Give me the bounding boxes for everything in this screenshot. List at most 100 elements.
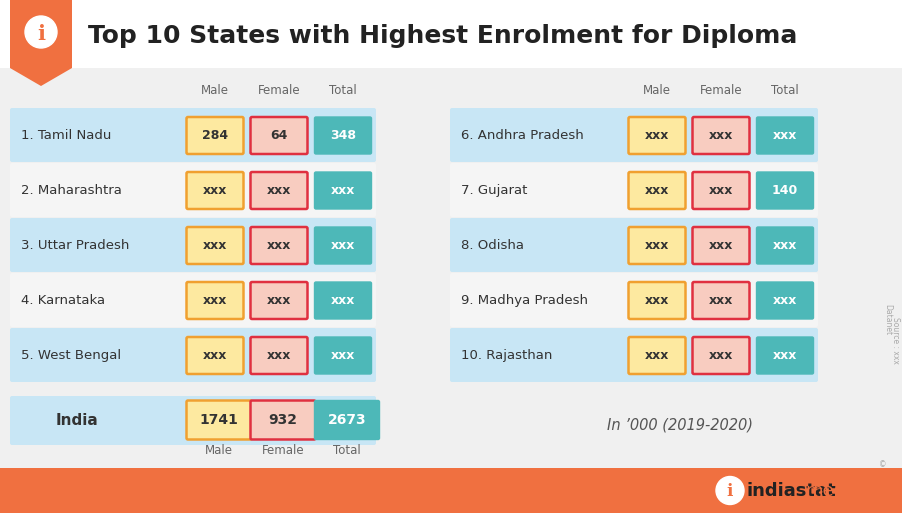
Circle shape bbox=[25, 16, 57, 48]
Text: xxx: xxx bbox=[708, 294, 732, 307]
FancyBboxPatch shape bbox=[692, 282, 749, 319]
Text: xxx: xxx bbox=[708, 129, 732, 142]
Text: ©: © bbox=[879, 461, 886, 469]
Text: xxx: xxx bbox=[330, 239, 354, 252]
FancyBboxPatch shape bbox=[10, 396, 375, 445]
FancyBboxPatch shape bbox=[10, 328, 375, 382]
FancyBboxPatch shape bbox=[628, 282, 685, 319]
FancyBboxPatch shape bbox=[314, 117, 371, 154]
Text: 932: 932 bbox=[268, 413, 297, 427]
Bar bbox=[0, 468, 902, 513]
FancyBboxPatch shape bbox=[314, 227, 371, 264]
Text: Total: Total bbox=[333, 444, 361, 457]
Text: xxx: xxx bbox=[203, 294, 227, 307]
Text: xxx: xxx bbox=[772, 239, 796, 252]
FancyBboxPatch shape bbox=[756, 337, 813, 374]
Text: 348: 348 bbox=[329, 129, 355, 142]
Text: Male: Male bbox=[201, 84, 229, 96]
FancyBboxPatch shape bbox=[10, 218, 375, 272]
Text: Total: Total bbox=[328, 84, 356, 96]
Text: xxx: xxx bbox=[330, 184, 354, 197]
Text: 4. Karnataka: 4. Karnataka bbox=[21, 294, 105, 307]
Text: 1741: 1741 bbox=[199, 413, 238, 427]
FancyBboxPatch shape bbox=[628, 337, 685, 374]
FancyBboxPatch shape bbox=[187, 227, 244, 264]
FancyBboxPatch shape bbox=[187, 172, 244, 209]
FancyBboxPatch shape bbox=[187, 337, 244, 374]
Text: xxx: xxx bbox=[708, 349, 732, 362]
Text: xxx: xxx bbox=[266, 184, 290, 197]
FancyBboxPatch shape bbox=[692, 172, 749, 209]
Text: 284: 284 bbox=[202, 129, 228, 142]
Text: 140: 140 bbox=[771, 184, 797, 197]
Text: xxx: xxx bbox=[772, 294, 796, 307]
Text: 9. Madhya Pradesh: 9. Madhya Pradesh bbox=[461, 294, 587, 307]
Text: 7. Gujarat: 7. Gujarat bbox=[461, 184, 527, 197]
Text: xxx: xxx bbox=[330, 294, 354, 307]
Text: 2. Maharashtra: 2. Maharashtra bbox=[21, 184, 122, 197]
FancyBboxPatch shape bbox=[187, 401, 252, 440]
FancyBboxPatch shape bbox=[449, 108, 817, 162]
Text: xxx: xxx bbox=[644, 239, 668, 252]
FancyBboxPatch shape bbox=[314, 282, 371, 319]
FancyBboxPatch shape bbox=[449, 163, 817, 217]
Bar bbox=[0, 0, 902, 68]
FancyBboxPatch shape bbox=[10, 163, 375, 217]
FancyBboxPatch shape bbox=[756, 172, 813, 209]
Text: Source : xxx: Source : xxx bbox=[890, 317, 899, 363]
Text: Female: Female bbox=[699, 84, 741, 96]
Text: xxx: xxx bbox=[772, 129, 796, 142]
Text: Male: Male bbox=[205, 444, 233, 457]
Text: xxx: xxx bbox=[644, 294, 668, 307]
Text: xxx: xxx bbox=[772, 349, 796, 362]
FancyBboxPatch shape bbox=[692, 227, 749, 264]
Text: 5. West Bengal: 5. West Bengal bbox=[21, 349, 121, 362]
Polygon shape bbox=[10, 0, 72, 86]
FancyBboxPatch shape bbox=[10, 108, 375, 162]
Text: xxx: xxx bbox=[203, 239, 227, 252]
FancyBboxPatch shape bbox=[756, 282, 813, 319]
Text: xxx: xxx bbox=[203, 184, 227, 197]
Text: 8. Odisha: 8. Odisha bbox=[461, 239, 523, 252]
Text: xxx: xxx bbox=[266, 239, 290, 252]
Text: In ’000 (2019-2020): In ’000 (2019-2020) bbox=[606, 417, 752, 432]
Text: xxx: xxx bbox=[266, 294, 290, 307]
Text: indiastat: indiastat bbox=[746, 483, 835, 501]
FancyBboxPatch shape bbox=[314, 401, 379, 440]
Polygon shape bbox=[0, 468, 520, 513]
Text: Female: Female bbox=[262, 444, 304, 457]
FancyBboxPatch shape bbox=[250, 337, 308, 374]
Text: i: i bbox=[37, 24, 45, 44]
Text: i: i bbox=[726, 483, 732, 500]
Text: xxx: xxx bbox=[644, 129, 668, 142]
FancyBboxPatch shape bbox=[187, 282, 244, 319]
FancyBboxPatch shape bbox=[10, 273, 375, 327]
Text: 1. Tamil Nadu: 1. Tamil Nadu bbox=[21, 129, 111, 142]
FancyBboxPatch shape bbox=[250, 117, 308, 154]
Text: Total: Total bbox=[770, 84, 798, 96]
Text: 2673: 2673 bbox=[327, 413, 366, 427]
Text: Datanet: Datanet bbox=[882, 304, 891, 336]
FancyBboxPatch shape bbox=[756, 117, 813, 154]
FancyBboxPatch shape bbox=[449, 273, 817, 327]
FancyBboxPatch shape bbox=[692, 337, 749, 374]
Text: xxx: xxx bbox=[330, 349, 354, 362]
FancyBboxPatch shape bbox=[449, 328, 817, 382]
Text: 6. Andhra Pradesh: 6. Andhra Pradesh bbox=[461, 129, 583, 142]
FancyBboxPatch shape bbox=[314, 172, 371, 209]
FancyBboxPatch shape bbox=[628, 227, 685, 264]
Text: xxx: xxx bbox=[644, 349, 668, 362]
Text: Male: Male bbox=[642, 84, 670, 96]
FancyBboxPatch shape bbox=[628, 117, 685, 154]
Text: Female: Female bbox=[257, 84, 300, 96]
Text: media: media bbox=[804, 483, 861, 501]
FancyBboxPatch shape bbox=[250, 172, 308, 209]
Text: 64: 64 bbox=[270, 129, 288, 142]
FancyBboxPatch shape bbox=[692, 117, 749, 154]
Text: xxx: xxx bbox=[708, 239, 732, 252]
FancyBboxPatch shape bbox=[250, 282, 308, 319]
FancyBboxPatch shape bbox=[314, 337, 371, 374]
Circle shape bbox=[715, 477, 743, 504]
FancyBboxPatch shape bbox=[756, 227, 813, 264]
Text: Top 10 States with Highest Enrolment for Diploma: Top 10 States with Highest Enrolment for… bbox=[87, 24, 796, 48]
